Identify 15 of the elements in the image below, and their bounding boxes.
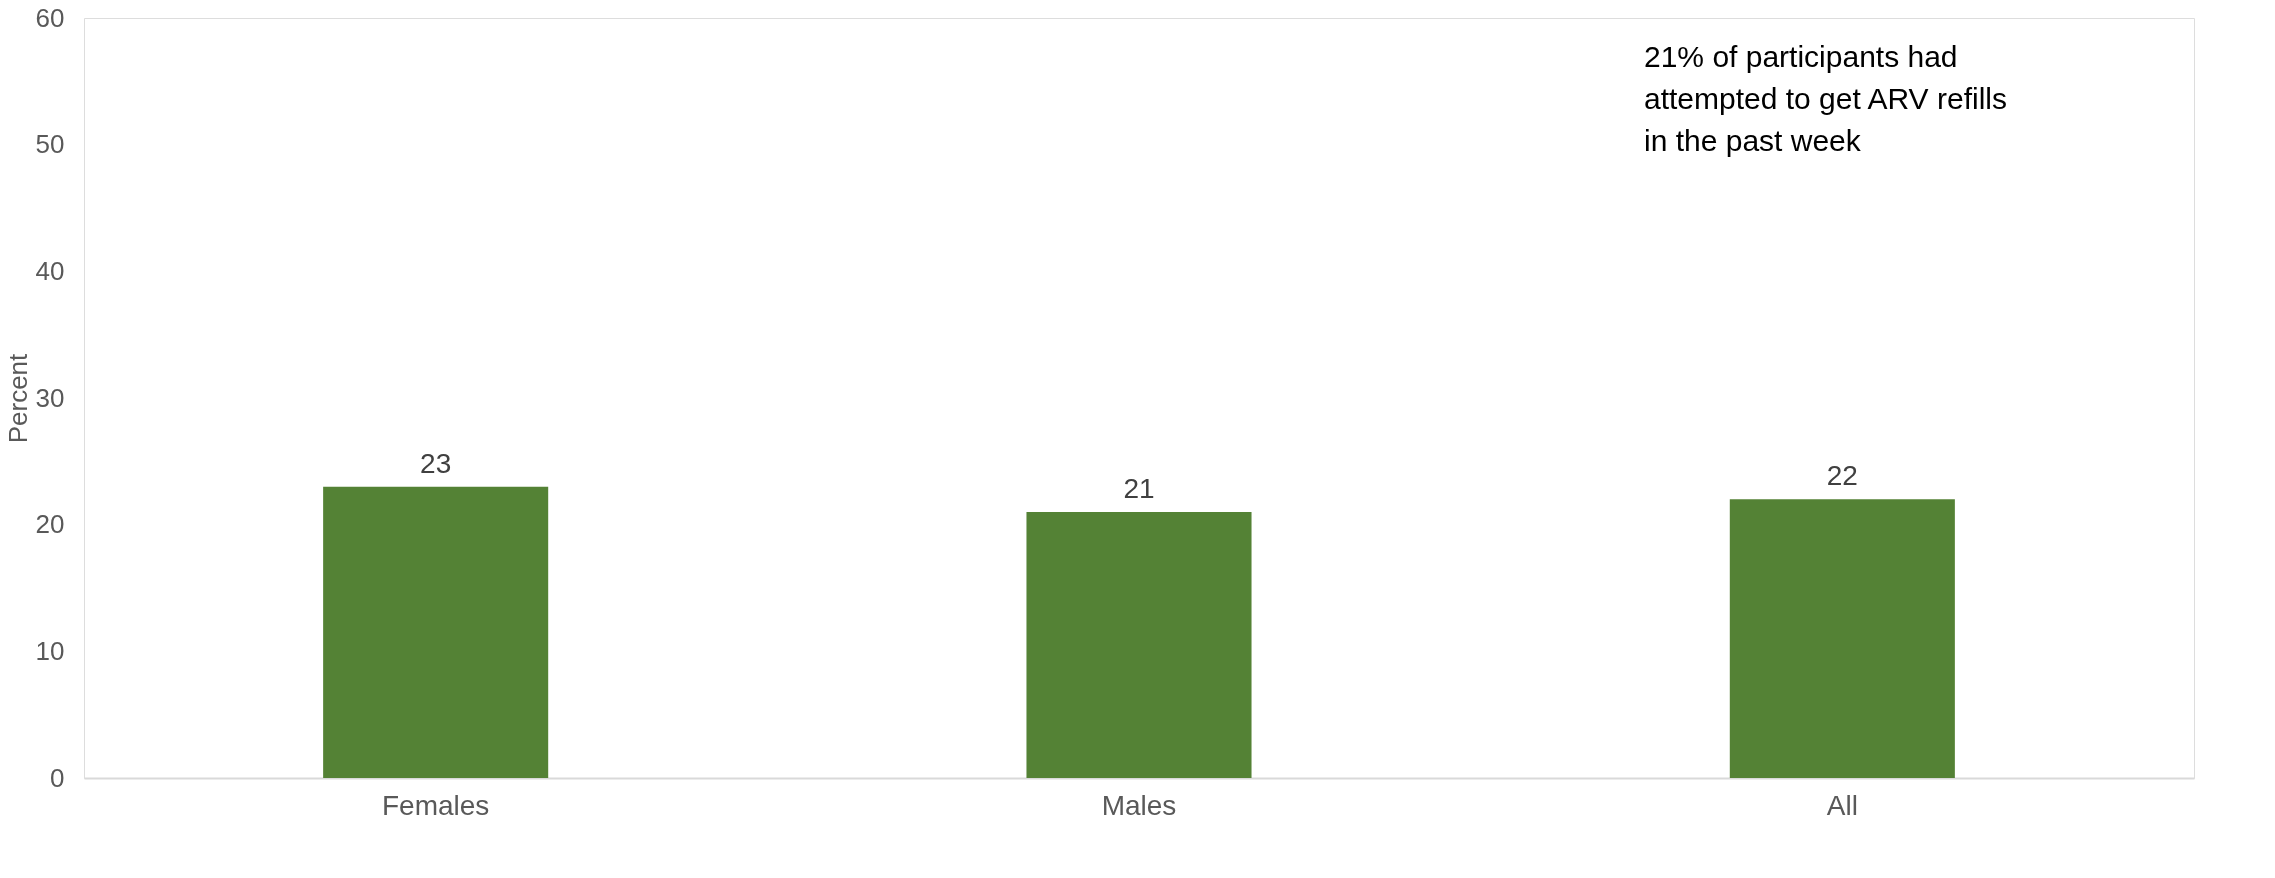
x-tick-label: All — [1826, 789, 1858, 821]
y-tick-label: 50 — [35, 129, 65, 160]
y-tick-label: 0 — [50, 762, 65, 793]
data-label: 21 — [1123, 473, 1155, 504]
y-tick-label: 60 — [35, 2, 65, 33]
y-axis-title: Percent — [2, 352, 33, 444]
y-tick-label: 40 — [35, 255, 65, 286]
x-tick-label: Females — [381, 789, 490, 821]
y-tick-label: 20 — [35, 509, 65, 540]
y-tick-label: 10 — [35, 635, 65, 666]
data-label: 23 — [420, 447, 452, 479]
y-tick-label: 30 — [35, 382, 65, 413]
x-tick-label: Males — [1101, 789, 1177, 821]
data-label: 22 — [1826, 460, 1858, 492]
annotation: 21% of participants had attempted to get ARV refills in the past week — [1644, 40, 2007, 157]
